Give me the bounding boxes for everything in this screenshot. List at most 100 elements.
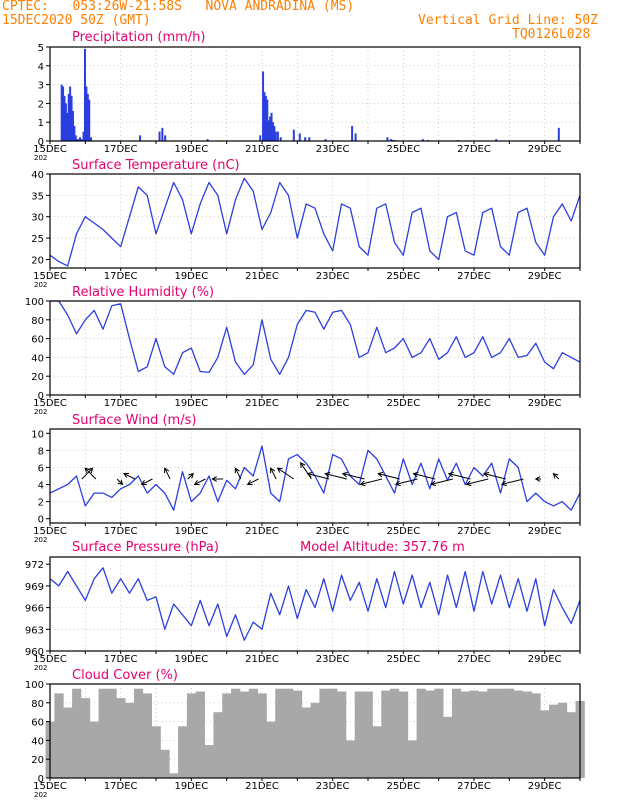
precip-bar <box>276 131 279 141</box>
cloud-bar <box>460 691 470 778</box>
precip-bar <box>64 103 67 141</box>
cloud-bar <box>540 710 550 778</box>
cloud-bar <box>363 691 373 778</box>
cloud-bar <box>248 688 258 778</box>
wind-arrow-head <box>188 472 194 479</box>
precip-bar <box>421 139 424 141</box>
y-tick-label: 80 <box>31 699 44 710</box>
wind-arrow-shaft <box>378 473 400 480</box>
y-tick-label: 966 <box>25 604 44 615</box>
temp-frame <box>49 173 581 269</box>
precip-bar <box>269 116 272 141</box>
wind-arrow-shaft <box>270 467 277 480</box>
precip-bar <box>63 95 66 141</box>
cloud-bar <box>151 726 161 778</box>
precip-bar <box>60 84 63 141</box>
cloud-frame <box>49 683 581 779</box>
cloud-bar <box>354 691 364 778</box>
cloud-bar <box>443 716 453 778</box>
precip-bar <box>324 139 327 141</box>
y-tick-label: 1 <box>38 118 44 129</box>
y-tick-label: 20 <box>31 372 44 383</box>
wind-arrow-shaft <box>466 478 489 485</box>
y-tick-label: 10 <box>31 429 44 440</box>
wind-arrow-shaft <box>395 478 418 485</box>
wind-arrow-head <box>117 479 124 486</box>
x-tick-label: 29DEC <box>528 654 562 665</box>
cloud-bar <box>337 691 347 778</box>
cloud-bar <box>434 688 444 778</box>
cloud-bar <box>169 773 179 778</box>
precip-bar <box>292 129 295 141</box>
x-tick-label: 23DEC <box>316 781 350 792</box>
wind-arrow-head <box>341 471 348 478</box>
wind-arrow-head <box>324 471 331 478</box>
cloud-bar <box>107 688 117 778</box>
cloud-bar <box>133 688 144 778</box>
rh-title: Relative Humidity (%) <box>72 285 214 300</box>
cloud-bar <box>89 721 99 778</box>
precip-bar <box>389 139 392 141</box>
cloud-bar <box>292 690 303 778</box>
run-date: 15DEC2020 50Z (GMT) <box>2 13 151 28</box>
cloud-bar <box>72 688 82 778</box>
wind-arrow-shaft <box>325 473 347 480</box>
x-year-label: 202 <box>34 664 47 672</box>
x-tick-label: 21DEC <box>245 271 279 282</box>
wind-arrow-head <box>465 480 472 487</box>
precip-bar <box>66 112 69 141</box>
cloud-bar <box>63 707 73 778</box>
precip-bar <box>271 122 274 141</box>
precip-bar <box>86 94 89 141</box>
vertical-grid-note: Vertical Grid Line: 50Z <box>418 13 599 28</box>
wind-arrow-head <box>234 467 240 474</box>
wind-arrow-shaft <box>277 467 295 480</box>
cloud-bar <box>372 726 382 778</box>
cloud-bar <box>222 693 232 778</box>
temp-series-line <box>49 177 581 267</box>
cloud-bar <box>80 698 91 778</box>
cloud-bar <box>239 691 250 778</box>
wind-arrow-head <box>140 480 147 486</box>
wind-arrow-shaft <box>194 478 206 485</box>
x-tick-label: 23DEC <box>316 654 350 665</box>
x-year-label: 202 <box>34 408 47 416</box>
cloud-bar <box>257 693 267 778</box>
precip-bar <box>298 133 301 141</box>
precip-bar <box>557 127 560 141</box>
cloud-bar <box>160 749 170 778</box>
y-tick-label: 0 <box>38 774 44 785</box>
x-tick-label: 17DEC <box>104 781 138 792</box>
precip-bar <box>69 86 72 141</box>
x-tick-label: 27DEC <box>457 144 491 155</box>
wind-arrow-shaft <box>84 467 97 480</box>
x-tick-label: 19DEC <box>174 526 208 537</box>
wind-arrow-shaft <box>141 478 153 485</box>
x-tick-label: 17DEC <box>104 398 138 409</box>
x-tick-label: 17DEC <box>104 271 138 282</box>
x-tick-label: 23DEC <box>316 271 350 282</box>
cloud-bar <box>398 691 409 778</box>
y-tick-label: 6 <box>38 463 44 474</box>
wind-series-line <box>49 445 581 511</box>
cloud-bar <box>328 688 338 778</box>
precip-bar <box>71 110 74 141</box>
precip-bar <box>158 131 161 141</box>
y-tick-label: 972 <box>25 560 44 571</box>
precip-bar <box>263 92 266 141</box>
precip-bar <box>73 125 76 141</box>
cloud-bar <box>301 707 311 778</box>
cloud-bar <box>416 688 426 778</box>
wind-arrow-head <box>164 467 170 474</box>
x-year-label: 202 <box>34 154 47 162</box>
precip-bar <box>82 131 85 141</box>
y-tick-label: 4 <box>38 481 44 492</box>
precip-title: Precipitation (mm/h) <box>72 30 205 45</box>
wind-arrow-head <box>412 471 419 478</box>
precip-bar <box>70 95 73 141</box>
precip-bar <box>308 137 311 141</box>
cloud-bar <box>496 688 506 778</box>
y-tick-label: 40 <box>31 736 44 747</box>
precip-bar <box>164 135 167 141</box>
wind-arrow-head <box>500 480 507 487</box>
